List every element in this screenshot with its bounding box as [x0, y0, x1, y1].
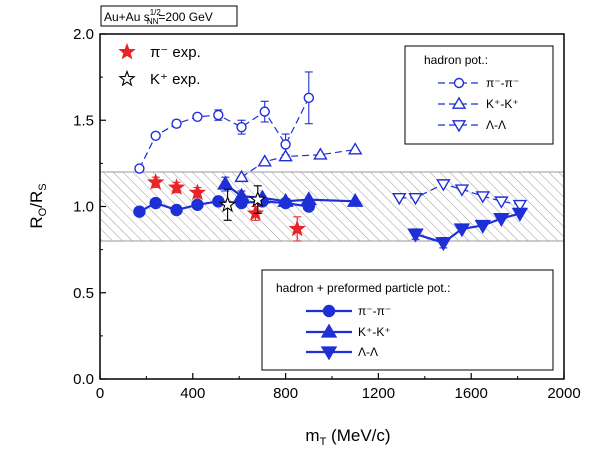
preformed-legend-title: hadron + preformed particle pot.: — [276, 281, 450, 295]
hadron-legend: hadron pot.: π⁻-π⁻ K⁺-K⁺ Λ-Λ — [404, 45, 554, 145]
data-point — [474, 219, 492, 234]
data-point — [453, 223, 471, 238]
data-point — [150, 130, 161, 141]
hadron-legend-label-kaon: K⁺-K⁺ — [486, 97, 519, 111]
data-point — [346, 192, 364, 207]
x-tick-label: 1200 — [362, 385, 395, 402]
data-point — [149, 196, 162, 210]
data-point — [435, 237, 452, 252]
data-point — [167, 178, 186, 195]
legend-marker-icon — [451, 96, 467, 109]
x-tick-label: 1600 — [455, 385, 488, 402]
annotation-box — [100, 5, 238, 27]
y-axis-label: RO/RS — [27, 183, 49, 228]
x-tick-label: 800 — [273, 385, 298, 402]
legend-label-pion-exp: π⁻ exp. — [150, 44, 201, 61]
series-layer — [133, 71, 529, 252]
data-point — [280, 139, 291, 150]
legend-marker-icon — [322, 304, 336, 318]
hadron-legend-title: hadron pot.: — [424, 53, 488, 67]
hadron-legend-box — [404, 45, 554, 145]
legend-marker-pion-exp — [118, 42, 136, 60]
data-point — [303, 92, 314, 104]
legend-star-filled-icon — [118, 42, 136, 60]
data-point — [218, 195, 237, 213]
data-point — [313, 147, 328, 160]
legend-marker-icon — [320, 346, 338, 361]
data-point — [511, 207, 529, 222]
data-point — [392, 192, 407, 206]
data-point — [188, 183, 207, 201]
legend-marker-icon — [320, 323, 338, 338]
data-point — [259, 106, 270, 117]
y-tick-label: 2.0 — [73, 26, 94, 43]
data-point — [493, 212, 510, 227]
data-point — [512, 199, 528, 213]
data-point — [191, 198, 204, 211]
data-point — [288, 219, 306, 237]
data-point — [134, 163, 145, 174]
x-tick-label: 0 — [96, 385, 104, 402]
preformed-legend-label-pion: π⁻-π⁻ — [358, 304, 391, 318]
data-point — [436, 179, 451, 192]
y-tick-label: 0.0 — [73, 371, 94, 388]
data-point — [249, 190, 267, 207]
preformed-legend-label-kaon: K⁺-K⁺ — [358, 325, 391, 339]
data-point — [192, 111, 203, 123]
data-point — [213, 109, 224, 121]
data-point — [171, 118, 182, 129]
data-point — [475, 191, 491, 204]
data-point — [494, 196, 509, 209]
data-point — [278, 149, 293, 162]
data-point — [408, 192, 423, 206]
data-point — [407, 228, 424, 243]
series-preformed-lambda — [407, 207, 529, 252]
series-experiment-pion — [146, 173, 306, 242]
data-point — [233, 187, 250, 202]
hadron-legend-label-lambda: Λ-Λ — [486, 118, 506, 132]
legend-label-kaon-exp: K⁺ exp. — [150, 71, 200, 88]
data-point — [133, 205, 146, 218]
data-point — [246, 204, 265, 221]
x-tick-label: 400 — [180, 385, 205, 402]
series-hadron-lambda — [392, 179, 528, 213]
hadron-legend-label-pion: π⁻-π⁻ — [486, 76, 519, 90]
data-point — [347, 142, 363, 155]
preformed-legend-box — [261, 269, 554, 371]
axis-ticks: 0 400 800 1200 1600 2000 0.0 0.5 1.0 1.5 2.0 — [73, 26, 581, 402]
y-tick-label: 1.0 — [73, 199, 94, 216]
legend-star-open-icon — [118, 69, 136, 87]
data-point — [146, 173, 165, 190]
series-hadron-pion — [134, 71, 314, 174]
experiment-legend: π⁻ exp. K⁺ exp. — [118, 42, 201, 88]
data-point — [170, 203, 183, 217]
data-point — [212, 195, 225, 208]
x-axis-label: mT (MeV/c) — [305, 426, 390, 448]
y-tick-label: 0.5 — [73, 285, 94, 302]
series-experiment-kaon — [218, 185, 267, 221]
data-point — [277, 192, 294, 207]
preformed-legend: hadron + preformed particle pot.: π⁻-π⁻ … — [261, 269, 554, 371]
legend-marker-icon — [451, 120, 467, 133]
data-point — [234, 169, 249, 183]
data-point — [236, 121, 247, 133]
data-point — [300, 191, 318, 206]
preformed-legend-label-lambda: Λ-Λ — [358, 345, 378, 359]
series-hadron-kaon — [234, 142, 363, 183]
plot-frame — [99, 33, 565, 380]
annotation-text: Au+Au s1/2 NN=200 GeV — [104, 8, 213, 26]
legend-marker-icon — [453, 77, 465, 89]
data-point — [257, 154, 272, 167]
data-point — [454, 184, 470, 197]
y-tick-label: 1.5 — [73, 112, 94, 129]
legend-marker-kaon-exp — [118, 69, 136, 87]
x-tick-label: 2000 — [547, 385, 580, 402]
